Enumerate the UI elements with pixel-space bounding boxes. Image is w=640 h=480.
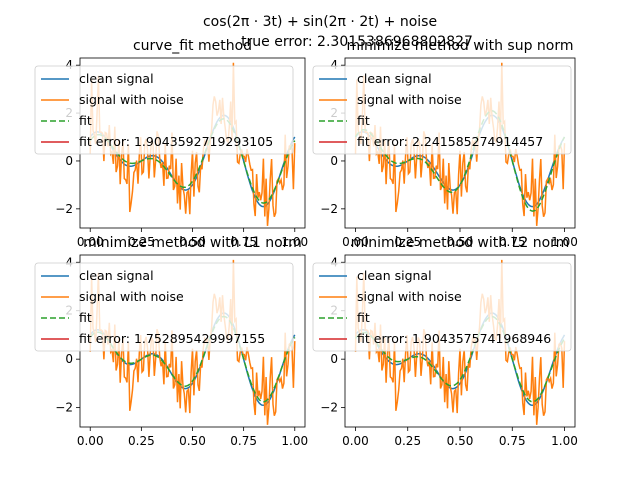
legend-entry: fit error: 1.9043592719293105 xyxy=(79,134,273,149)
legend-entry: signal with noise xyxy=(79,289,184,304)
subplot-2: 0.000.250.500.751.00−2024minimize method… xyxy=(34,235,308,448)
x-tick-label: 0.75 xyxy=(230,434,257,448)
legend: clean signal signal with noise fit fit erro… xyxy=(312,262,572,352)
x-tick-label: 1.00 xyxy=(281,434,308,448)
x-tick-label: 0.25 xyxy=(394,434,421,448)
series-fit xyxy=(89,315,296,403)
legend-entry: fit error: 1.9043575741968946 xyxy=(357,331,551,346)
x-tick-label: 0.50 xyxy=(447,235,474,249)
series-fit xyxy=(89,118,296,204)
legend-entry: clean signal xyxy=(357,268,432,283)
x-tick-label: 1.00 xyxy=(551,434,578,448)
legend: clean signal signal with noise fit fit erro… xyxy=(34,262,294,352)
subplot-title: curve_fit method xyxy=(133,38,252,54)
x-tick-label: 0.75 xyxy=(499,434,526,448)
legend-entry: signal with noise xyxy=(357,289,462,304)
true-error-label: true error: 2.3015386968802827 xyxy=(241,34,473,50)
legend: clean signal signal with noise fit fit erro… xyxy=(312,65,572,155)
subplot-1: 0.000.250.500.751.00−2024minimize method… xyxy=(312,38,578,249)
subplot-title: minimize method with L1 norm xyxy=(83,235,302,251)
x-tick-label: 0.75 xyxy=(499,235,526,249)
figure-suptitle: cos(2π · 3t) + sin(2π · 2t) + noise xyxy=(203,14,437,30)
x-tick-label: 0.75 xyxy=(230,235,257,249)
axes-layer: 0.000.250.500.751.00−2024curve_fit metho… xyxy=(34,38,578,448)
subplot-3: 0.000.250.500.751.00−2024minimize method… xyxy=(312,235,578,448)
legend-entry: fit error: 1.752895429997155 xyxy=(79,331,265,346)
x-tick-label: 0.00 xyxy=(342,434,369,448)
legend: clean signal signal with noise fit fit erro… xyxy=(34,65,294,155)
y-tick-label: 0 xyxy=(65,352,73,366)
legend-entry: fit xyxy=(357,113,370,128)
subplot-title: minimize method with sup norm xyxy=(347,38,574,54)
legend-box xyxy=(312,262,572,352)
y-tick-label: 0 xyxy=(65,154,73,168)
y-tick-label: 4 xyxy=(330,58,338,72)
x-tick-label: 0.50 xyxy=(179,434,206,448)
legend-entry: clean signal xyxy=(79,71,154,86)
x-tick-label: 0.25 xyxy=(128,235,155,249)
x-tick-label: 1.00 xyxy=(281,235,308,249)
y-tick-label: −2 xyxy=(320,202,338,216)
y-tick-label: 0 xyxy=(330,352,338,366)
x-tick-label: 0.25 xyxy=(394,235,421,249)
legend-entry: fit error: 2.241585274914457 xyxy=(357,134,543,149)
y-tick-label: 0 xyxy=(330,154,338,168)
x-tick-label: 0.00 xyxy=(77,235,104,249)
y-tick-label: −2 xyxy=(55,202,73,216)
x-tick-label: 0.25 xyxy=(128,434,155,448)
legend-entry: fit xyxy=(79,310,92,325)
x-tick-label: 0.50 xyxy=(447,434,474,448)
series-fit xyxy=(354,315,566,403)
y-tick-label: 4 xyxy=(65,255,73,269)
legend-entry: signal with noise xyxy=(79,92,184,107)
legend-entry: clean signal xyxy=(357,71,432,86)
x-tick-label: 0.00 xyxy=(77,434,104,448)
legend-box xyxy=(34,65,294,155)
x-tick-label: 0.50 xyxy=(179,235,206,249)
x-tick-label: 1.00 xyxy=(551,235,578,249)
x-tick-label: 0.00 xyxy=(342,235,369,249)
legend-entry: fit xyxy=(79,113,92,128)
y-tick-label: −2 xyxy=(55,401,73,415)
y-tick-label: 4 xyxy=(330,255,338,269)
y-tick-label: 4 xyxy=(65,58,73,72)
legend-entry: fit xyxy=(357,310,370,325)
legend-box xyxy=(34,262,294,352)
legend-entry: clean signal xyxy=(79,268,154,283)
subplot-title: minimize method with L2 norm xyxy=(351,235,570,251)
legend-box xyxy=(312,65,572,155)
y-tick-label: −2 xyxy=(320,401,338,415)
subplot-0: 0.000.250.500.751.00−2024curve_fit metho… xyxy=(34,38,308,249)
legend-entry: signal with noise xyxy=(357,92,462,107)
